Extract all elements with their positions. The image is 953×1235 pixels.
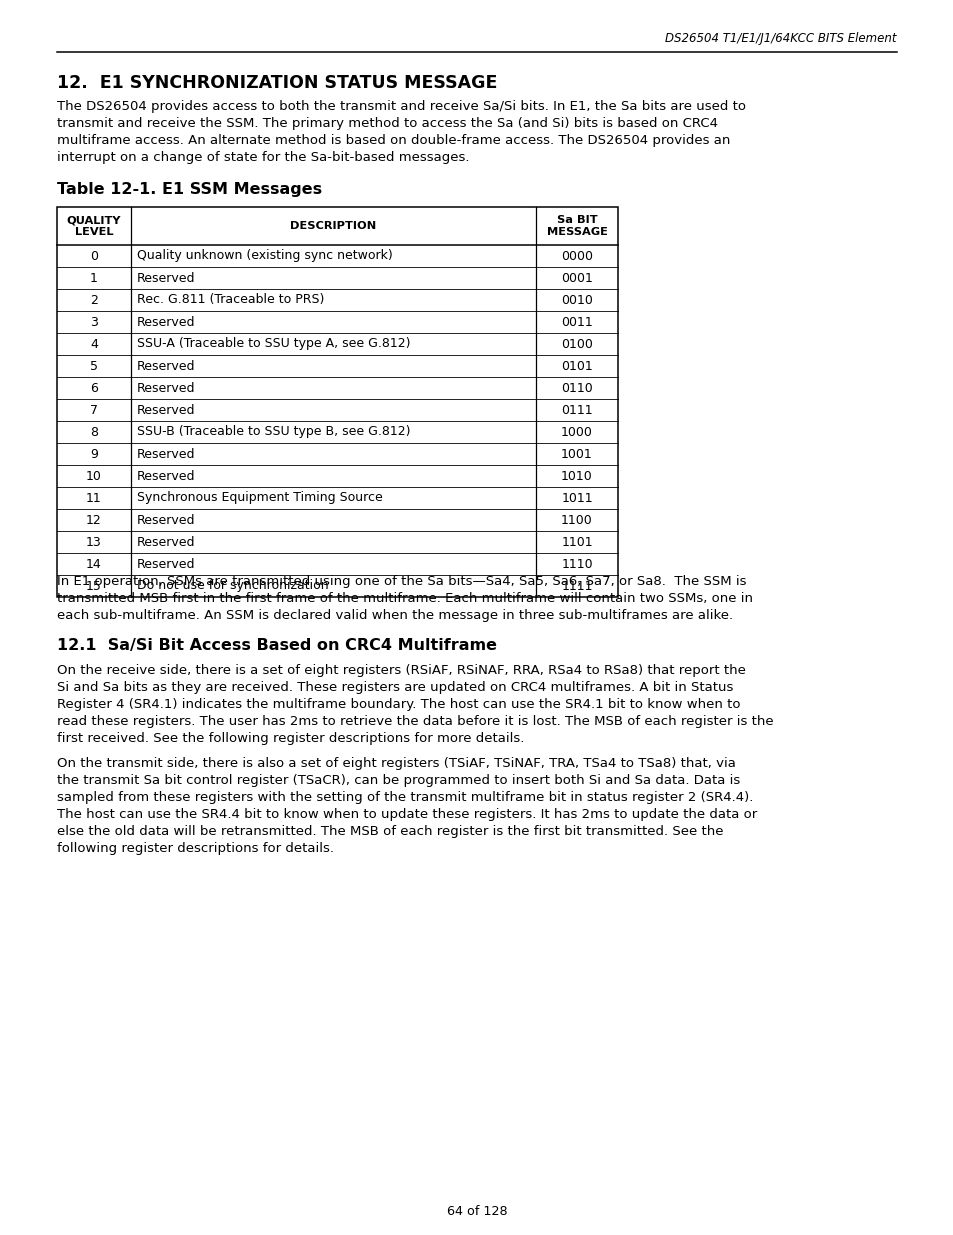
Text: 6: 6 <box>90 382 98 394</box>
Text: 1: 1 <box>90 272 98 284</box>
Text: 0: 0 <box>90 249 98 263</box>
Text: 2: 2 <box>90 294 98 306</box>
Text: DS26504 T1/E1/J1/64KCC BITS Element: DS26504 T1/E1/J1/64KCC BITS Element <box>665 32 896 44</box>
Text: 0110: 0110 <box>560 382 592 394</box>
Text: 0101: 0101 <box>560 359 592 373</box>
Text: 1111: 1111 <box>560 579 592 593</box>
Text: QUALITY
LEVEL: QUALITY LEVEL <box>67 215 121 237</box>
Text: 1000: 1000 <box>560 426 593 438</box>
Text: 12.1  Sa/Si Bit Access Based on CRC4 Multiframe: 12.1 Sa/Si Bit Access Based on CRC4 Mult… <box>57 638 497 653</box>
Text: following register descriptions for details.: following register descriptions for deta… <box>57 842 334 855</box>
Bar <box>57 207 618 597</box>
Text: Sa BIT
MESSAGE: Sa BIT MESSAGE <box>546 215 607 237</box>
Text: The host can use the SR4.4 bit to know when to update these registers. It has 2m: The host can use the SR4.4 bit to know w… <box>57 808 757 821</box>
Text: 11: 11 <box>86 492 102 505</box>
Text: each sub-multiframe. An SSM is declared valid when the message in three sub-mult: each sub-multiframe. An SSM is declared … <box>57 609 732 622</box>
Text: 5: 5 <box>90 359 98 373</box>
Text: Rec. G.811 (Traceable to PRS): Rec. G.811 (Traceable to PRS) <box>137 294 324 306</box>
Text: interrupt on a change of state for the Sa-bit-based messages.: interrupt on a change of state for the S… <box>57 151 469 164</box>
Text: SSU-B (Traceable to SSU type B, see G.812): SSU-B (Traceable to SSU type B, see G.81… <box>137 426 410 438</box>
Text: 9: 9 <box>90 447 98 461</box>
Text: 4: 4 <box>90 337 98 351</box>
Text: sampled from these registers with the setting of the transmit multiframe bit in : sampled from these registers with the se… <box>57 790 753 804</box>
Text: Reserved: Reserved <box>137 404 195 416</box>
Text: the transmit Sa bit control register (TSaCR), can be programmed to insert both S: the transmit Sa bit control register (TS… <box>57 774 740 787</box>
Text: read these registers. The user has 2ms to retrieve the data before it is lost. T: read these registers. The user has 2ms t… <box>57 715 773 727</box>
Text: 13: 13 <box>86 536 102 548</box>
Text: DESCRIPTION: DESCRIPTION <box>290 221 376 231</box>
Text: first received. See the following register descriptions for more details.: first received. See the following regist… <box>57 732 524 745</box>
Text: Reserved: Reserved <box>137 315 195 329</box>
Text: else the old data will be retransmitted. The MSB of each register is the first b: else the old data will be retransmitted.… <box>57 825 722 839</box>
Text: Si and Sa bits as they are received. These registers are updated on CRC4 multifr: Si and Sa bits as they are received. The… <box>57 680 733 694</box>
Text: Register 4 (SR4.1) indicates the multiframe boundary. The host can use the SR4.1: Register 4 (SR4.1) indicates the multifr… <box>57 698 740 711</box>
Text: Reserved: Reserved <box>137 536 195 548</box>
Text: Table 12-1. E1 SSM Messages: Table 12-1. E1 SSM Messages <box>57 182 322 198</box>
Text: 1001: 1001 <box>560 447 592 461</box>
Text: 0011: 0011 <box>560 315 592 329</box>
Text: 12.  E1 SYNCHRONIZATION STATUS MESSAGE: 12. E1 SYNCHRONIZATION STATUS MESSAGE <box>57 74 497 91</box>
Text: 0100: 0100 <box>560 337 593 351</box>
Text: 10: 10 <box>86 469 102 483</box>
Text: 1100: 1100 <box>560 514 592 526</box>
Text: 1011: 1011 <box>560 492 592 505</box>
Text: Reserved: Reserved <box>137 447 195 461</box>
Text: Do not use for synchronization: Do not use for synchronization <box>137 579 328 593</box>
Text: Reserved: Reserved <box>137 272 195 284</box>
Text: Reserved: Reserved <box>137 557 195 571</box>
Text: Reserved: Reserved <box>137 469 195 483</box>
Text: 15: 15 <box>86 579 102 593</box>
Text: 0111: 0111 <box>560 404 592 416</box>
Text: 64 of 128: 64 of 128 <box>446 1205 507 1218</box>
Text: transmit and receive the SSM. The primary method to access the Sa (and Si) bits : transmit and receive the SSM. The primar… <box>57 117 718 130</box>
Text: 1101: 1101 <box>560 536 592 548</box>
Text: In E1 operation, SSMs are transmitted using one of the Sa bits—Sa4, Sa5, Sa6, Sa: In E1 operation, SSMs are transmitted us… <box>57 576 745 588</box>
Text: 0010: 0010 <box>560 294 593 306</box>
Text: transmitted MSB first in the first frame of the multiframe. Each multiframe will: transmitted MSB first in the first frame… <box>57 592 752 605</box>
Text: Reserved: Reserved <box>137 382 195 394</box>
Text: 1010: 1010 <box>560 469 592 483</box>
Text: 7: 7 <box>90 404 98 416</box>
Text: Reserved: Reserved <box>137 359 195 373</box>
Text: On the receive side, there is a set of eight registers (RSiAF, RSiNAF, RRA, RSa4: On the receive side, there is a set of e… <box>57 664 745 677</box>
Text: The DS26504 provides access to both the transmit and receive Sa/Si bits. In E1, : The DS26504 provides access to both the … <box>57 100 745 112</box>
Text: multiframe access. An alternate method is based on double-frame access. The DS26: multiframe access. An alternate method i… <box>57 135 730 147</box>
Text: Quality unknown (existing sync network): Quality unknown (existing sync network) <box>137 249 393 263</box>
Text: 3: 3 <box>90 315 98 329</box>
Text: Synchronous Equipment Timing Source: Synchronous Equipment Timing Source <box>137 492 382 505</box>
Text: SSU-A (Traceable to SSU type A, see G.812): SSU-A (Traceable to SSU type A, see G.81… <box>137 337 410 351</box>
Text: On the transmit side, there is also a set of eight registers (TSiAF, TSiNAF, TRA: On the transmit side, there is also a se… <box>57 757 735 769</box>
Text: 8: 8 <box>90 426 98 438</box>
Text: 14: 14 <box>86 557 102 571</box>
Text: 0000: 0000 <box>560 249 593 263</box>
Text: 1110: 1110 <box>560 557 592 571</box>
Text: Reserved: Reserved <box>137 514 195 526</box>
Text: 12: 12 <box>86 514 102 526</box>
Text: 0001: 0001 <box>560 272 593 284</box>
